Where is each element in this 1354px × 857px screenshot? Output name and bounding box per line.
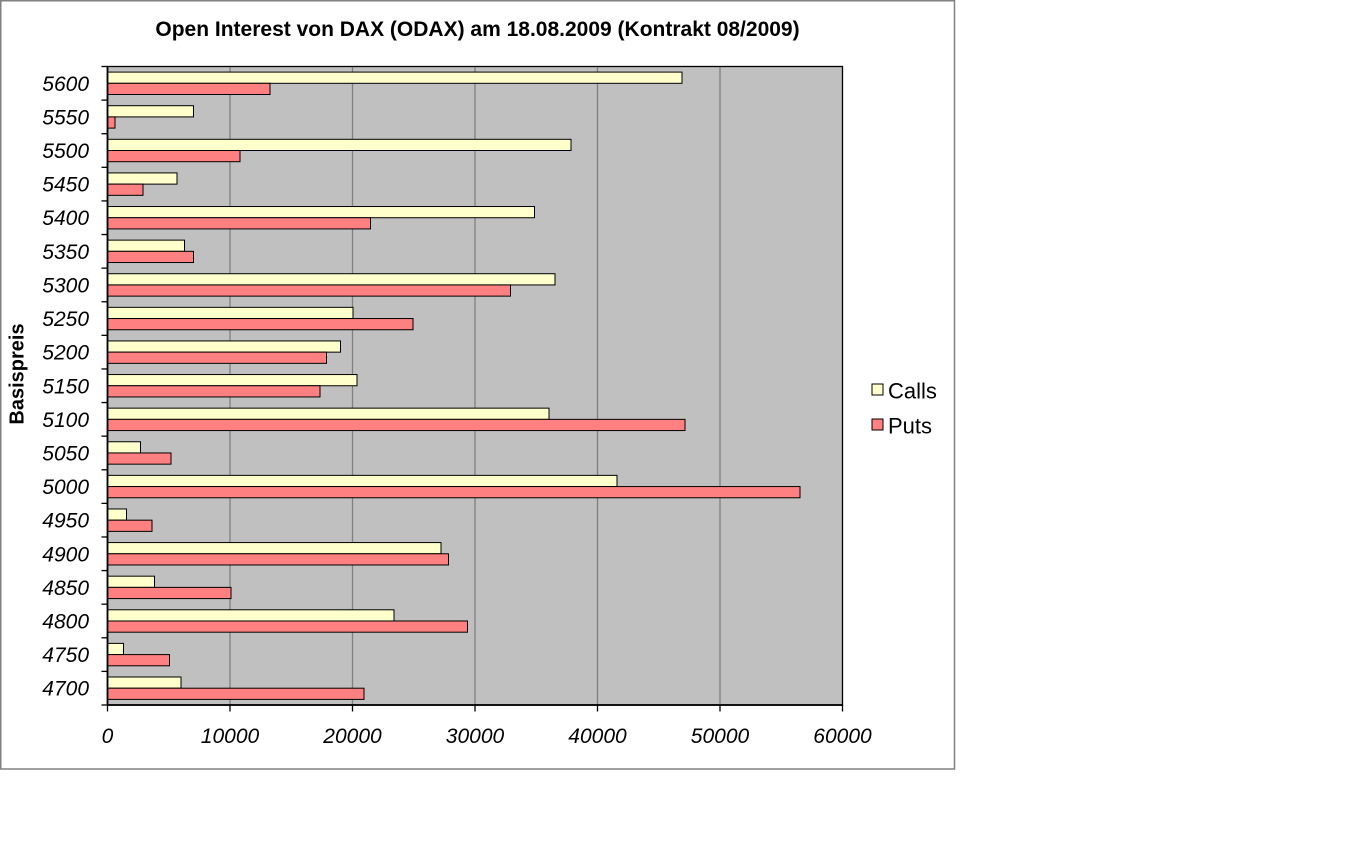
svg-text:4750: 4750 — [42, 644, 89, 667]
svg-text:Open Interest von DAX (ODAX) a: Open Interest von DAX (ODAX) am 18.08.20… — [155, 18, 799, 41]
svg-text:5050: 5050 — [42, 442, 89, 465]
svg-text:5250: 5250 — [42, 308, 89, 331]
svg-text:5600: 5600 — [42, 73, 89, 96]
svg-text:4950: 4950 — [42, 510, 89, 533]
svg-text:4900: 4900 — [42, 543, 89, 566]
svg-text:50000: 50000 — [691, 725, 750, 748]
svg-text:5200: 5200 — [42, 342, 89, 365]
svg-text:5550: 5550 — [42, 106, 89, 129]
svg-text:0: 0 — [102, 725, 114, 748]
svg-text:5350: 5350 — [42, 241, 89, 264]
svg-text:5150: 5150 — [42, 375, 89, 398]
svg-text:5400: 5400 — [42, 207, 89, 230]
svg-text:4850: 4850 — [42, 577, 89, 600]
svg-text:Calls: Calls — [888, 379, 937, 404]
svg-text:30000: 30000 — [446, 725, 505, 748]
svg-text:4800: 4800 — [42, 610, 89, 633]
svg-text:20000: 20000 — [322, 725, 382, 748]
svg-text:5500: 5500 — [42, 140, 89, 163]
svg-text:5300: 5300 — [42, 274, 89, 297]
svg-text:5000: 5000 — [42, 476, 89, 499]
svg-text:Puts: Puts — [888, 414, 932, 439]
svg-text:5100: 5100 — [42, 409, 89, 432]
svg-text:5450: 5450 — [42, 174, 89, 197]
svg-text:10000: 10000 — [201, 725, 260, 748]
svg-text:60000: 60000 — [813, 725, 872, 748]
svg-text:4700: 4700 — [42, 678, 89, 701]
svg-text:40000: 40000 — [568, 725, 627, 748]
svg-text:Basispreis: Basispreis — [7, 323, 29, 424]
